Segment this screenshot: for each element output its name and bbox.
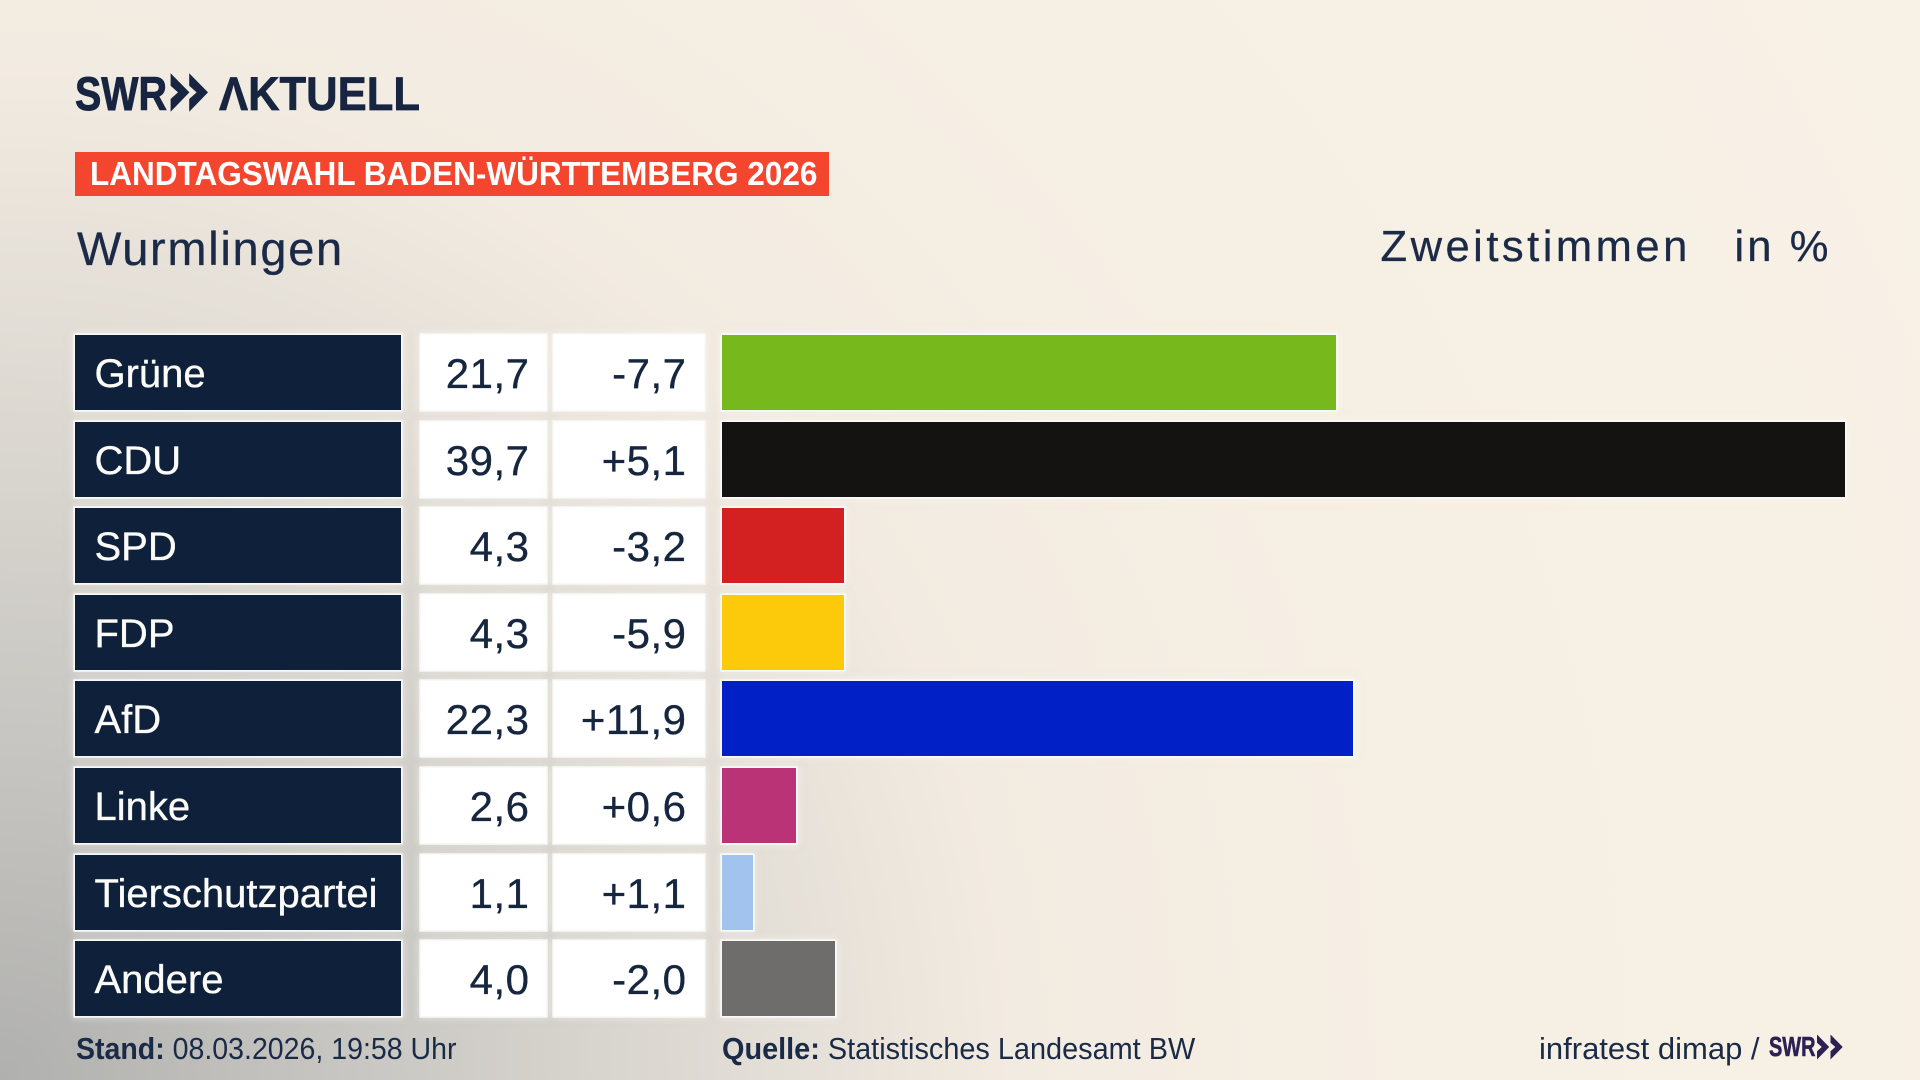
svg-text:ΛKTUELL: ΛKTUELL [219, 68, 420, 121]
svg-text:SWR: SWR [1769, 1031, 1816, 1062]
svg-text:SWR: SWR [75, 68, 167, 121]
